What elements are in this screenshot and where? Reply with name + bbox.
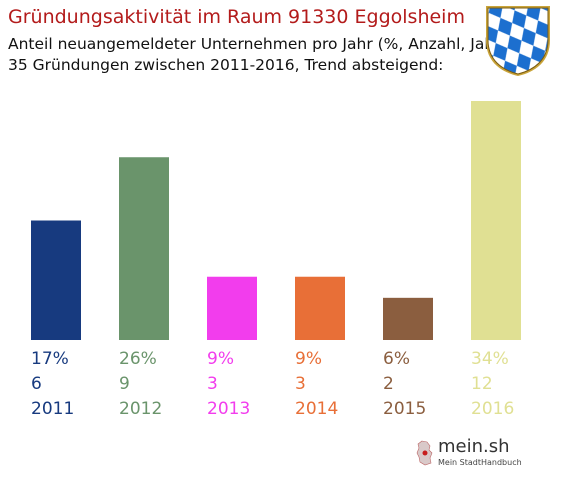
chart-title: Gründungsaktivität im Raum 91330 Eggolsh… bbox=[8, 6, 465, 28]
count-label-2013: 3 bbox=[207, 374, 218, 394]
year-label-2012: 2012 bbox=[119, 399, 162, 419]
bar-2015 bbox=[383, 297, 433, 340]
bar-2012 bbox=[119, 157, 169, 340]
count-label-2014: 3 bbox=[295, 374, 306, 394]
percent-label-2011: 17% bbox=[31, 349, 69, 369]
percent-label-2012: 26% bbox=[119, 349, 157, 369]
bar-2011 bbox=[31, 220, 81, 340]
logo-tagline: Mein StadtHandbuch bbox=[438, 458, 522, 467]
chart-subtitle: Anteil neuangemeldeter Unternehmen pro J… bbox=[8, 35, 507, 53]
bar-2016 bbox=[471, 101, 521, 340]
count-label-2012: 9 bbox=[119, 374, 130, 394]
percent-label-2013: 9% bbox=[207, 349, 234, 369]
bavarian-lozenge-crest-icon bbox=[486, 6, 550, 76]
percent-label-2014: 9% bbox=[295, 349, 322, 369]
count-label-2011: 6 bbox=[31, 374, 42, 394]
year-label-2015: 2015 bbox=[383, 399, 426, 419]
chart-summary: 35 Gründungen zwischen 2011-2016, Trend … bbox=[8, 56, 444, 74]
year-label-2013: 2013 bbox=[207, 399, 250, 419]
year-label-2014: 2014 bbox=[295, 399, 338, 419]
year-label-2011: 2011 bbox=[31, 399, 74, 419]
year-label-2016: 2016 bbox=[471, 399, 514, 419]
bar-2013 bbox=[207, 276, 257, 340]
percent-label-2016: 34% bbox=[471, 349, 509, 369]
bar-2014 bbox=[295, 276, 345, 340]
germany-map-icon bbox=[416, 440, 433, 466]
logo-name: mein.sh bbox=[438, 436, 510, 457]
count-label-2015: 2 bbox=[383, 374, 394, 394]
count-label-2016: 12 bbox=[471, 374, 493, 394]
percent-label-2015: 6% bbox=[383, 349, 410, 369]
mein-sh-logo[interactable]: mein.sh Mein StadtHandbuch bbox=[416, 436, 524, 474]
